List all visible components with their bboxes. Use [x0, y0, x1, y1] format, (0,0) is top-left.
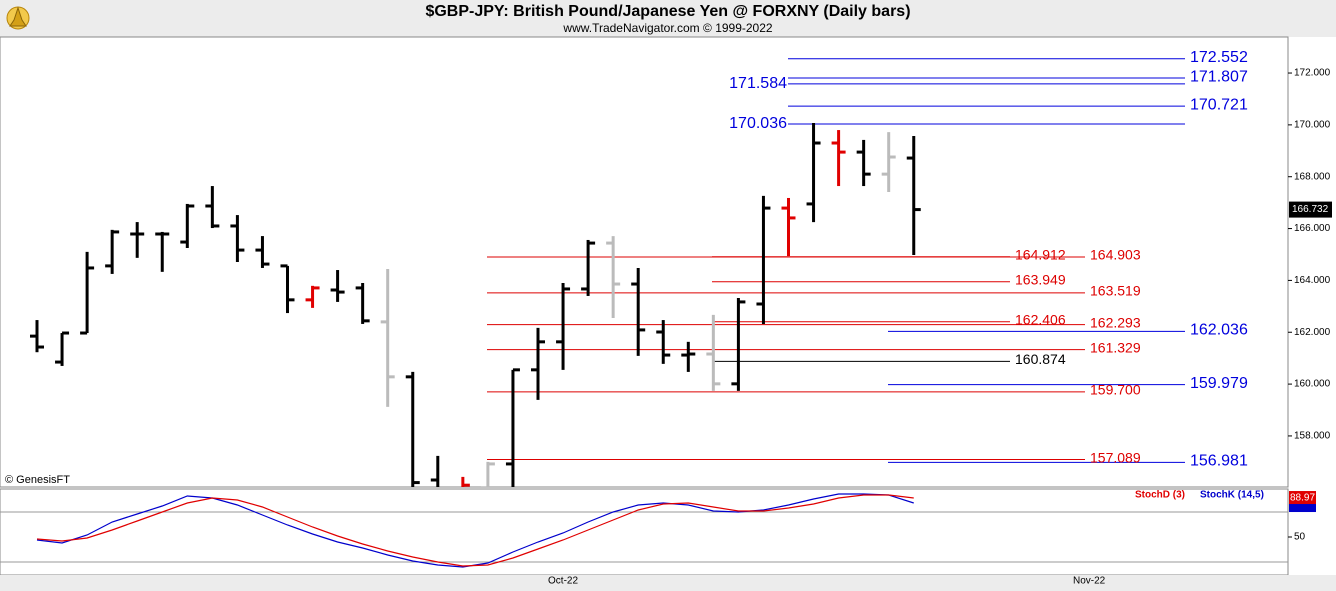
level-label: 170.721 — [1190, 96, 1248, 113]
y-tick-label: 158.000 — [1294, 431, 1331, 442]
watermark: © GenesisFT — [5, 474, 70, 486]
level-label: 163.519 — [1090, 283, 1141, 299]
level-label: 164.912 — [1015, 246, 1066, 262]
x-tick-label: Oct-22 — [548, 576, 578, 587]
legend-entry: StochD (3) — [1135, 490, 1185, 501]
price-marks — [30, 58, 1185, 487]
y-tick-label: 50 — [1294, 532, 1306, 543]
level-label: 161.329 — [1090, 339, 1141, 355]
y-tick-label: 168.000 — [1294, 171, 1331, 182]
stoch-marks — [0, 493, 1288, 568]
stoch-line — [36, 494, 914, 567]
level-label: 156.981 — [1190, 453, 1248, 470]
header-bg — [0, 0, 1336, 37]
level-label: 172.552 — [1190, 49, 1248, 66]
level-label: 162.406 — [1015, 311, 1066, 327]
axes: 158.000 160.000 162.000 164.000 166.000 168.0… — [548, 49, 1332, 587]
x-tick-label: Nov-22 — [1073, 576, 1106, 587]
last-price-box — [1289, 201, 1332, 218]
level-label: 171.584 — [729, 75, 787, 92]
last-value-label: 88.97 — [1290, 493, 1315, 504]
level-label: 159.979 — [1190, 375, 1248, 392]
level-label: 170.036 — [729, 115, 787, 132]
chart-subtitle: www.TradeNavigator.com © 1999-2022 — [562, 21, 772, 35]
y-tick-label: 172.000 — [1294, 68, 1331, 79]
chart-title: $GBP-JPY: British Pound/Japanese Yen @ F… — [425, 3, 910, 20]
level-label: 157.089 — [1090, 449, 1141, 465]
level-label: 171.807 — [1190, 68, 1248, 85]
y-tick-label: 166.000 — [1294, 223, 1331, 234]
level-label: 164.903 — [1090, 247, 1141, 263]
level-label: 162.036 — [1190, 322, 1248, 339]
x-axis-bg — [0, 575, 1336, 591]
legend-entry: StochK (14,5) — [1200, 490, 1264, 501]
stoch-panel — [0, 488, 1289, 576]
y-tick-label: 160.000 — [1294, 379, 1331, 390]
level-label: 160.874 — [1015, 351, 1066, 367]
level-label: 163.949 — [1015, 271, 1066, 287]
level-label: 162.293 — [1090, 314, 1141, 330]
y-tick-label: 162.000 — [1294, 327, 1331, 338]
last-value-box — [1289, 491, 1316, 505]
price-panel — [0, 36, 1289, 488]
last-price-label: 166.732 — [1292, 204, 1329, 215]
logo — [6, 6, 30, 30]
y-tick-label: 164.000 — [1294, 275, 1331, 286]
level-label: 159.700 — [1090, 382, 1141, 398]
y-tick-label: 170.000 — [1294, 120, 1331, 131]
